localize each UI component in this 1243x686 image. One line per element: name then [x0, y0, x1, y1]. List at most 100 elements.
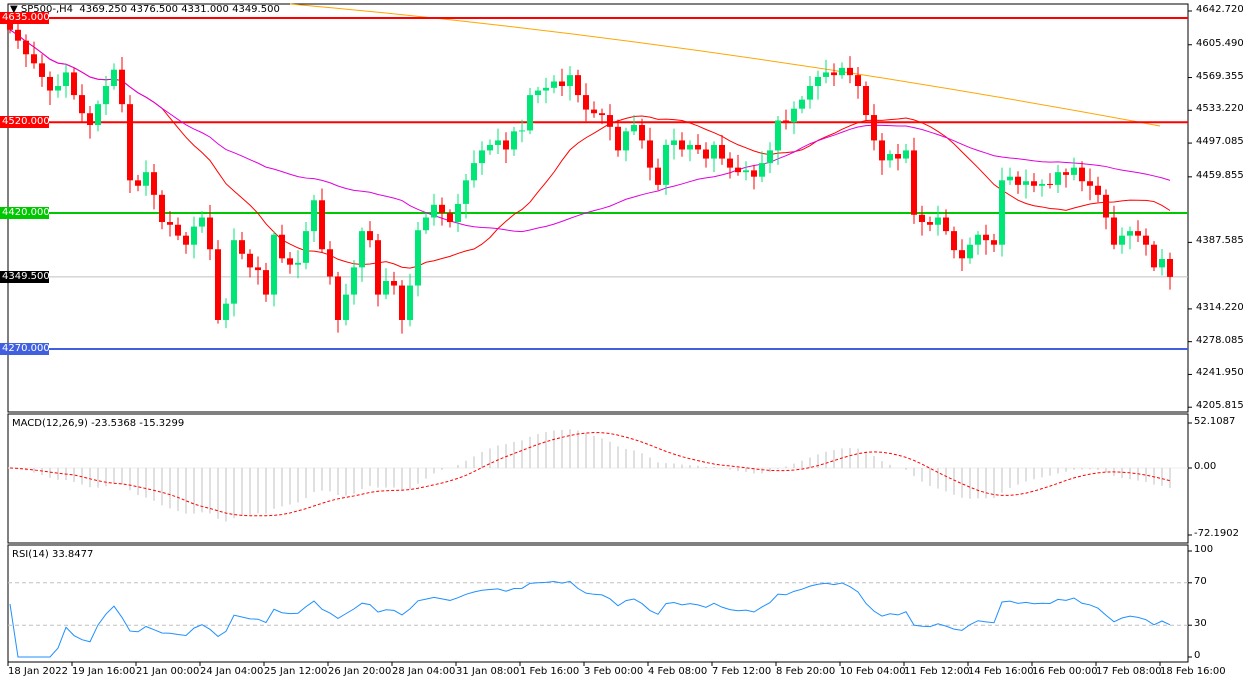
ma-slow-line [289, 3, 1161, 127]
candle-body [1111, 217, 1117, 245]
candle-body [247, 253, 253, 268]
time-axis-label: 24 Jan 04:00 [200, 666, 264, 677]
candle-body [447, 212, 453, 223]
candle-body [79, 95, 85, 114]
price-axis-label: 4314.220 [1196, 301, 1243, 313]
candle-body [695, 144, 701, 150]
candle-body [743, 170, 749, 173]
candle-body [143, 172, 149, 186]
candle-body [799, 99, 805, 109]
candle-body [87, 113, 93, 126]
candle-body [919, 214, 925, 223]
candle-body [815, 76, 821, 87]
candle-body [103, 86, 109, 105]
candle-body [719, 144, 725, 159]
candle-body [1055, 172, 1061, 185]
candle-body [439, 204, 445, 213]
candle-body [207, 217, 213, 250]
candle-body [1047, 183, 1053, 185]
candle-body [839, 67, 845, 76]
candle-body [703, 149, 709, 159]
time-axis-label: 28 Jan 04:00 [392, 666, 456, 677]
level-price-tag: 4270.000 [0, 343, 50, 355]
candle-body [167, 222, 173, 225]
candle-body [55, 86, 61, 91]
candle-body [183, 235, 189, 245]
ma-fast-line [9, 29, 1171, 269]
price-axis-label: 4278.085 [1196, 334, 1243, 346]
price-axis-label: 4497.085 [1196, 136, 1243, 148]
candle-body [303, 231, 309, 263]
current-price-tag: 4349.500 [0, 270, 50, 283]
candle-body [383, 280, 389, 295]
candle-body [1079, 167, 1085, 182]
candle-body [399, 285, 405, 320]
price-axis-label: 4459.855 [1196, 169, 1243, 181]
candle-body [711, 144, 717, 159]
candle-body [967, 244, 973, 259]
candle-body [607, 115, 613, 127]
candle-body [31, 54, 37, 64]
candle-body [263, 270, 269, 295]
candle-body [255, 267, 261, 271]
candle-body [551, 81, 557, 88]
candle-body [991, 240, 997, 245]
candle-body [127, 104, 133, 181]
candle-body [175, 224, 181, 236]
candle-body [647, 140, 653, 168]
time-axis-label: 31 Jan 08:00 [456, 666, 520, 677]
candle-body [1143, 235, 1149, 245]
candle-body [823, 72, 829, 77]
price-axis-label: 4387.585 [1196, 235, 1243, 247]
candle-body [1167, 258, 1173, 277]
candle-body [871, 115, 877, 141]
main-panel [7, 3, 1189, 413]
candle-body [759, 163, 765, 177]
candle-body [279, 234, 285, 259]
candle-body [951, 231, 957, 251]
rsi-axis-label: 100 [1194, 544, 1214, 555]
candle-body [1039, 183, 1045, 186]
candle-body [23, 40, 29, 55]
candle-body [407, 285, 413, 320]
time-axis-label: 10 Feb 04:00 [840, 666, 906, 677]
candle-body [911, 150, 917, 215]
candle-body [191, 226, 197, 245]
time-axis-label: 3 Feb 00:00 [584, 666, 644, 677]
macd-axis-label: 52.1087 [1194, 416, 1236, 427]
candle-body [583, 95, 589, 110]
candle-body [1095, 185, 1101, 195]
price-axis-label: 4569.355 [1196, 70, 1243, 82]
candle-body [1007, 176, 1013, 181]
candle-body [199, 217, 205, 227]
candle-body [239, 240, 245, 254]
candle-body [535, 90, 541, 96]
symbol-header: ▼ SP500-,H4 4369.250 4376.500 4331.000 4… [10, 4, 280, 15]
time-axis-label: 26 Jan 20:00 [328, 666, 392, 677]
candle-body [159, 194, 165, 223]
candle-body [591, 109, 597, 114]
rsi-axis-label: 30 [1194, 618, 1207, 630]
candle-body [623, 131, 629, 151]
candle-body [311, 200, 317, 232]
candle-body [215, 249, 221, 320]
candle-body [727, 158, 733, 168]
candle-body [151, 172, 157, 195]
time-axis-label: 19 Jan 16:00 [72, 666, 136, 677]
time-axis-label: 14 Feb 16:00 [968, 666, 1034, 677]
candle-body [975, 234, 981, 245]
candle-body [639, 125, 645, 141]
price-axis-label: 4241.950 [1196, 367, 1243, 379]
candle-body [559, 81, 565, 87]
candle-body [687, 144, 693, 150]
candle-body [1151, 244, 1157, 268]
candle-body [999, 180, 1005, 245]
candle-body [847, 67, 853, 76]
candle-body [327, 249, 333, 277]
candle-body [599, 113, 605, 116]
candle-body [527, 95, 533, 131]
candle-body [471, 163, 477, 181]
time-axis-label: 1 Feb 16:00 [520, 666, 580, 677]
candle-body [15, 29, 21, 41]
